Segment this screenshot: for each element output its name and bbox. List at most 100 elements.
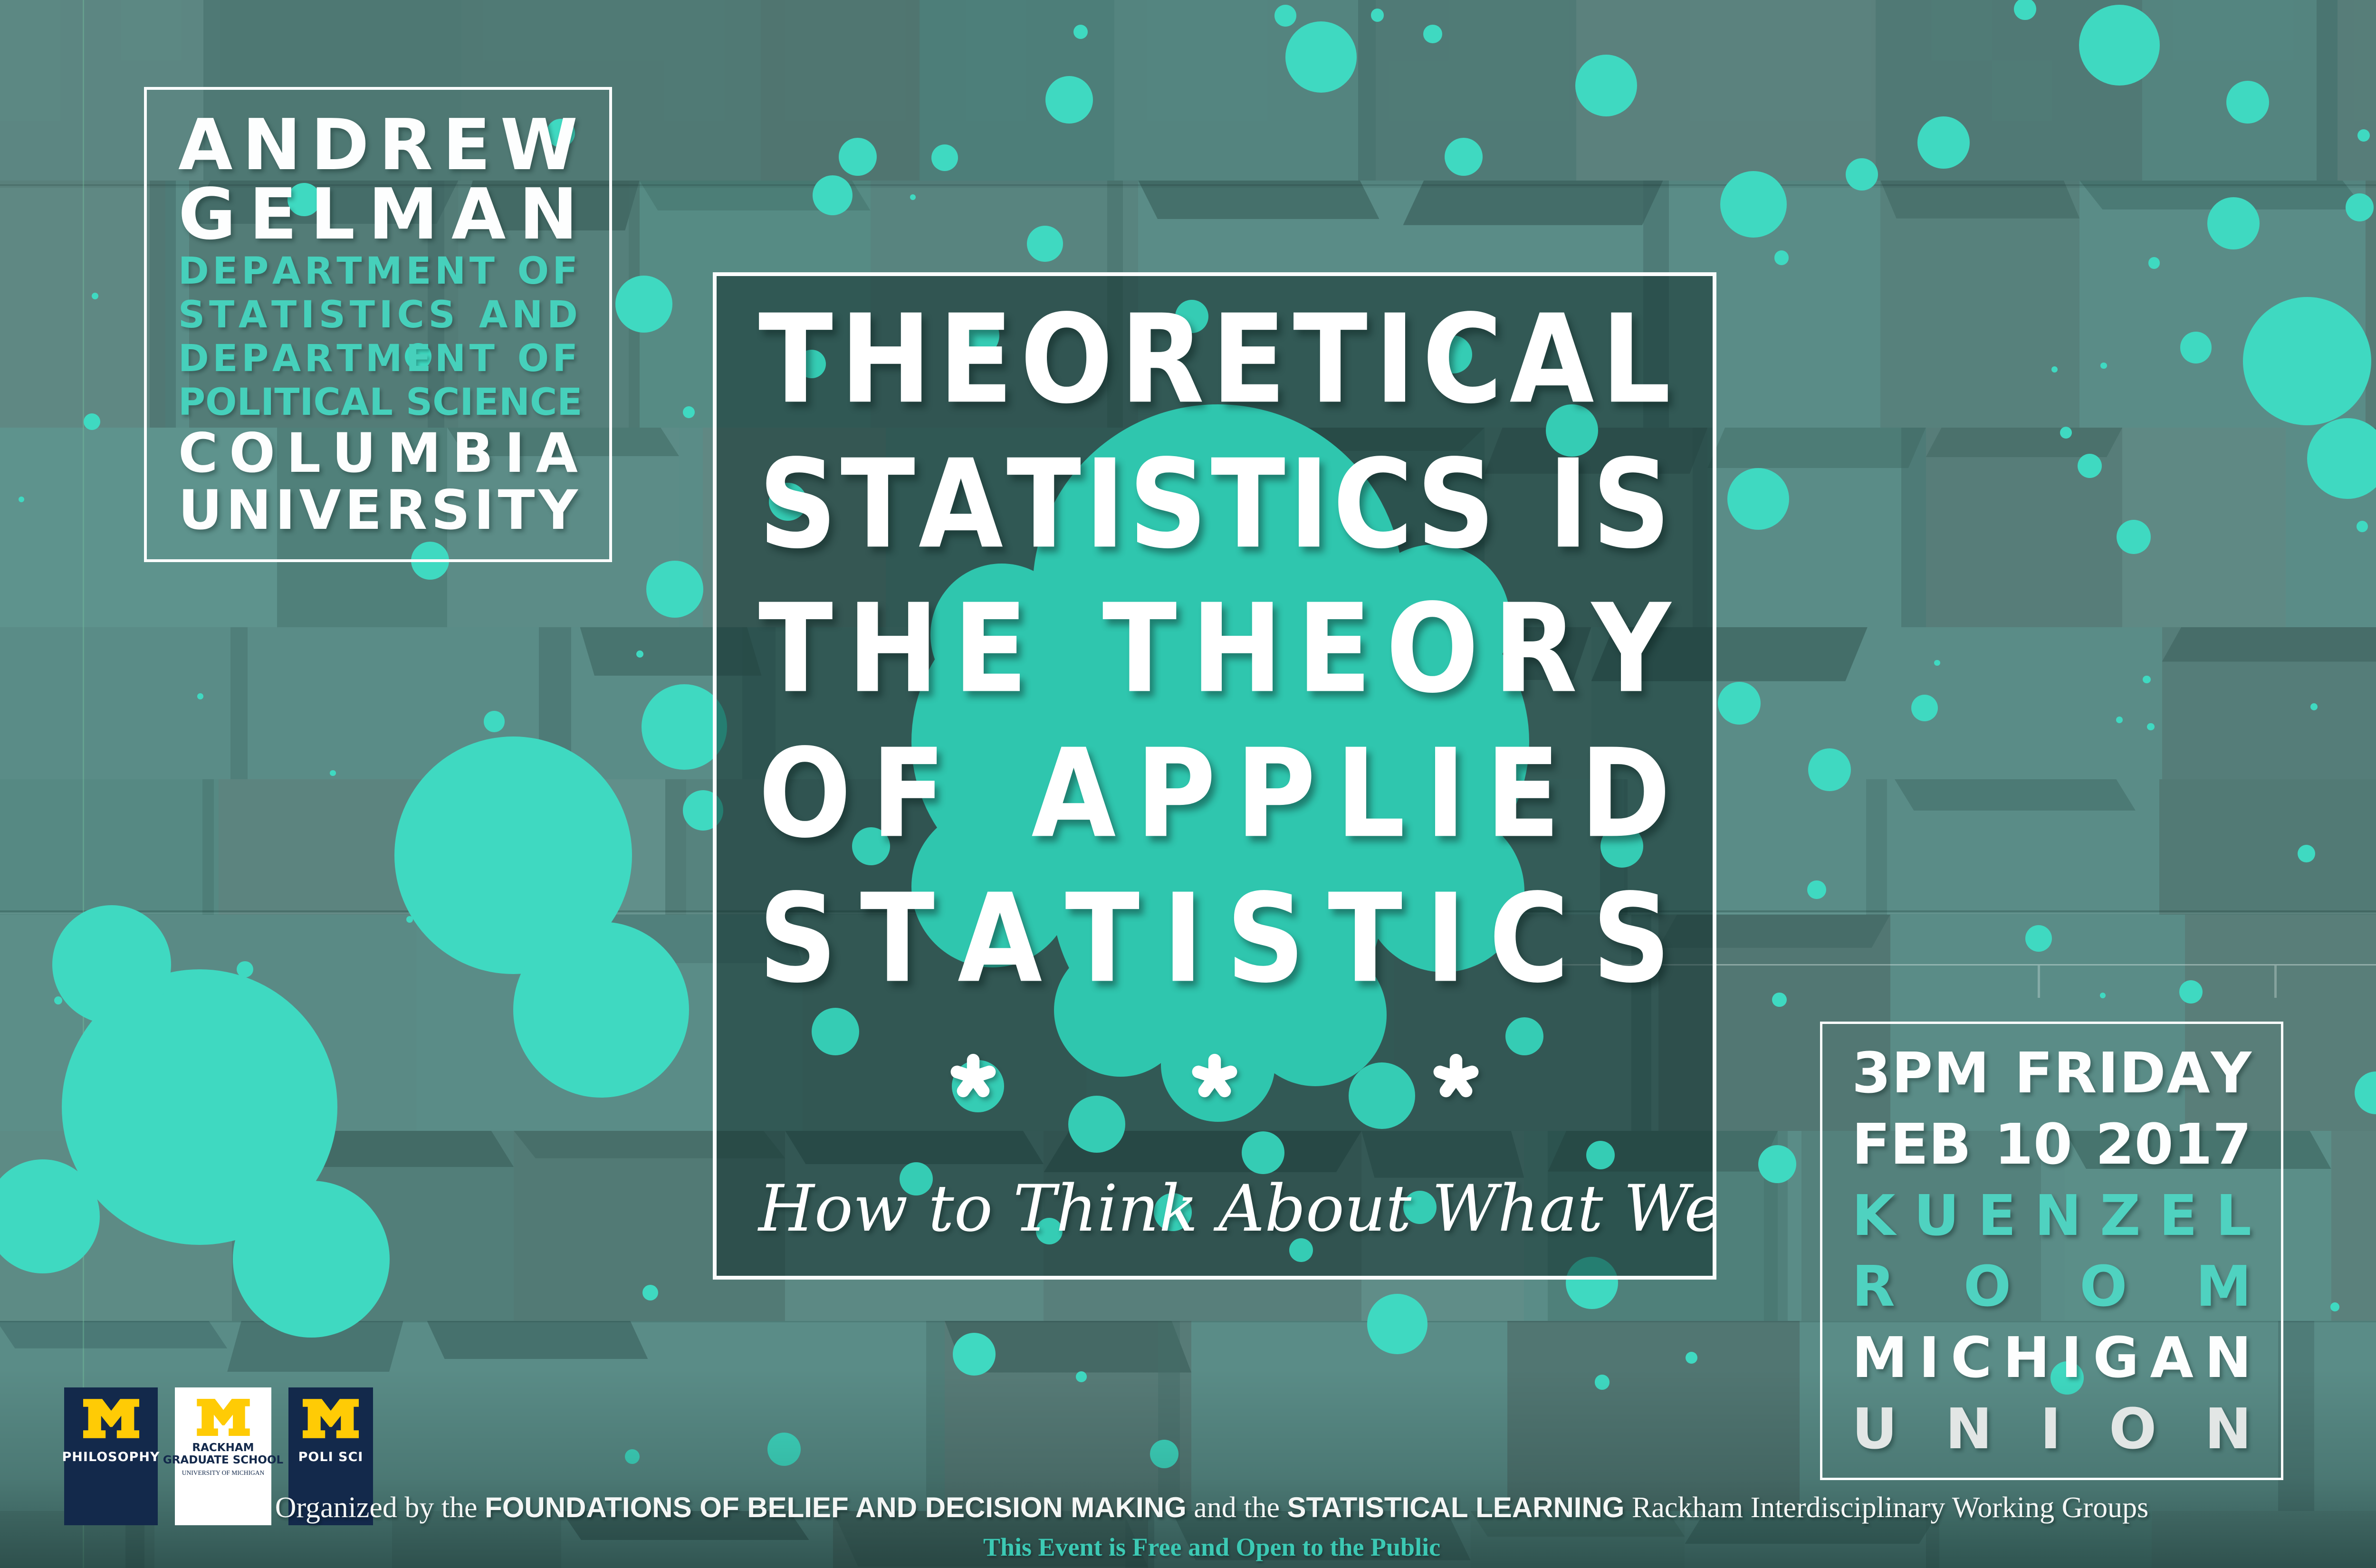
cube-top-face	[1880, 181, 2080, 219]
dot-decoration	[1758, 1145, 1796, 1183]
dot-decoration	[839, 138, 877, 176]
clover-circle	[1403, 1191, 1437, 1224]
dot-decoration	[2100, 363, 2107, 369]
clover-circle	[812, 1008, 859, 1055]
michigan-m-icon	[196, 1399, 250, 1438]
cube	[2338, 0, 2376, 181]
cube-top-face	[1403, 181, 1663, 225]
clover-circle	[1546, 404, 1598, 457]
cube-side-face	[428, 181, 445, 428]
dot-decoration	[1772, 992, 1787, 1007]
ruler-tick	[2274, 966, 2277, 998]
michigan-m-icon	[303, 1399, 359, 1440]
dot-decoration	[546, 119, 575, 147]
dot-decoration	[2148, 257, 2160, 269]
clover-circle	[1358, 545, 1510, 697]
clover-circle	[1068, 1096, 1125, 1153]
dot-decoration	[2356, 521, 2368, 533]
dot-decoration	[910, 194, 916, 201]
logo-block: PHILOSOPHY	[62, 1387, 160, 1525]
asterisk-icon	[1190, 1052, 1239, 1102]
cube	[447, 428, 680, 627]
logo-subtitle: UNIVERSITY OF MICHIGAN	[182, 1469, 265, 1476]
dot-decoration	[812, 175, 853, 216]
dot-decoration	[2179, 980, 2203, 1004]
dot-decoration	[54, 996, 62, 1004]
clover-circle	[852, 827, 890, 865]
dot-decoration	[1807, 880, 1826, 899]
free-event-line: This Event is Free and Open to the Publi…	[983, 1533, 1441, 1561]
organized-segment: STATISTICAL LEARNING	[1287, 1492, 1625, 1523]
cube-top-face	[1926, 428, 2123, 458]
dot-decoration	[2297, 844, 2316, 863]
dot-decoration	[1720, 171, 1787, 238]
logo-label: PHILOSOPHY	[62, 1450, 160, 1464]
cube	[277, 428, 448, 627]
cube-top-face	[2162, 627, 2376, 662]
dot-decoration	[2099, 993, 2106, 999]
dot-decoration	[2307, 418, 2376, 499]
cube	[2065, 1131, 2331, 1321]
cube	[0, 428, 277, 627]
clover-circle	[1600, 825, 1643, 868]
clover-circle	[1505, 1017, 1543, 1055]
dot-decoration	[0, 1159, 100, 1273]
cube	[0, 0, 220, 181]
cube	[1801, 1131, 2041, 1321]
dot-decoration	[2147, 723, 2155, 731]
ruler-line	[1559, 964, 2376, 966]
dot-decoration	[2207, 197, 2260, 249]
dot-decoration	[406, 916, 413, 923]
dot-decoration	[1718, 682, 1761, 725]
dot-decoration	[2079, 5, 2160, 86]
dot-decoration	[1445, 138, 1483, 176]
dot-decoration	[2330, 1302, 2340, 1311]
clover-circle	[900, 1162, 933, 1195]
clover-decoration	[717, 276, 1713, 1276]
dot-decoration	[2143, 675, 2151, 684]
cube	[0, 181, 165, 428]
dot-decoration	[1911, 695, 1938, 721]
dot-decoration	[237, 961, 253, 978]
top-shade	[0, 0, 2376, 188]
cube	[2162, 627, 2376, 779]
cube-top-face	[1894, 779, 2136, 811]
talk-subtitle: How to Think About What We Do	[758, 1171, 1716, 1246]
cube-side-face	[230, 627, 248, 779]
dot-decoration	[1727, 468, 1789, 530]
cube	[1880, 181, 2080, 428]
dot-decoration	[233, 1181, 390, 1338]
dot-decoration	[92, 292, 99, 299]
cube	[0, 779, 219, 915]
dot-decoration	[136, 939, 158, 961]
dot-decoration	[1285, 21, 1357, 93]
bottom-shade	[0, 1368, 2376, 1568]
dot-decoration	[1845, 158, 1878, 191]
logo-block: POLI SCI	[288, 1387, 373, 1525]
clover-circle	[1586, 1141, 1615, 1169]
dot-decoration	[19, 497, 25, 503]
dot-decoration	[642, 1285, 658, 1301]
asterisk-separator	[948, 1042, 1481, 1113]
dot-decoration	[2226, 81, 2269, 124]
dot-decoration	[1917, 116, 1970, 169]
cube	[220, 0, 461, 181]
organized-by-line: Organized by the FOUNDATIONS OF BELIEF A…	[0, 1491, 2376, 1525]
dot-decoration	[1370, 9, 1384, 22]
michigan-m-icon	[83, 1399, 139, 1440]
clover-circle	[911, 806, 1073, 967]
logo-label: POLI SCI	[298, 1450, 364, 1464]
dot-decoration	[52, 905, 171, 1024]
asterisk-icon	[948, 1052, 998, 1102]
dot-decoration	[2116, 717, 2123, 723]
organized-segment: FOUNDATIONS OF BELIEF AND DECISION MAKIN…	[485, 1492, 1187, 1523]
seam-line	[0, 184, 2376, 186]
dot-decoration	[636, 650, 643, 658]
